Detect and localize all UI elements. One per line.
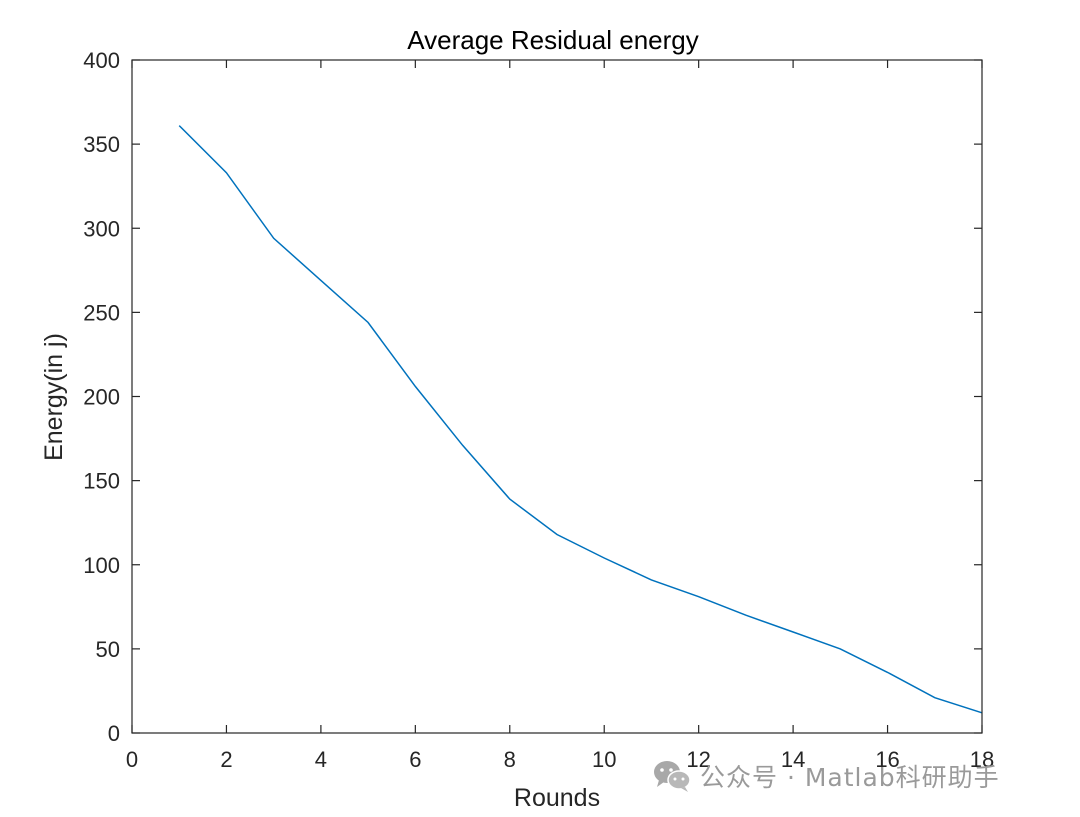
plot-frame [131,59,983,734]
y-tick-label: 50 [96,637,120,662]
y-tick-label: 200 [83,385,120,410]
x-tick-label: 10 [592,747,616,772]
y-axis-title: Energy(in j) [40,333,68,461]
y-tick-label: 150 [83,469,120,494]
x-axis-title: Rounds [514,784,600,812]
plot-area [132,60,982,733]
y-ticks: 0 50 100 150 200 250 300 350 400 [83,48,982,746]
x-tick-label: 4 [315,747,327,772]
y-tick-label: 0 [108,721,120,746]
y-tick-label: 250 [83,300,120,325]
x-tick-label: 16 [875,747,899,772]
x-ticks: 0 2 4 6 8 10 12 14 16 18 [126,60,994,772]
x-tick-label: 12 [686,747,710,772]
x-tick-label: 0 [126,747,138,772]
chart-title: Average Residual energy [407,25,698,55]
x-tick-label: 8 [504,747,516,772]
y-tick-label: 350 [83,132,120,157]
watermark: 公众号 · Matlab科研助手 [652,756,1000,796]
y-tick-label: 400 [83,48,120,73]
y-tick-label: 100 [83,553,120,578]
x-tick-label: 2 [220,747,232,772]
x-tick-label: 6 [409,747,421,772]
y-tick-label: 300 [83,216,120,241]
x-tick-label: 18 [970,747,994,772]
series-line [178,125,983,714]
wechat-icon [654,761,691,792]
x-tick-label: 14 [781,747,805,772]
watermark-text: 公众号 · Matlab科研助手 [700,763,1000,792]
